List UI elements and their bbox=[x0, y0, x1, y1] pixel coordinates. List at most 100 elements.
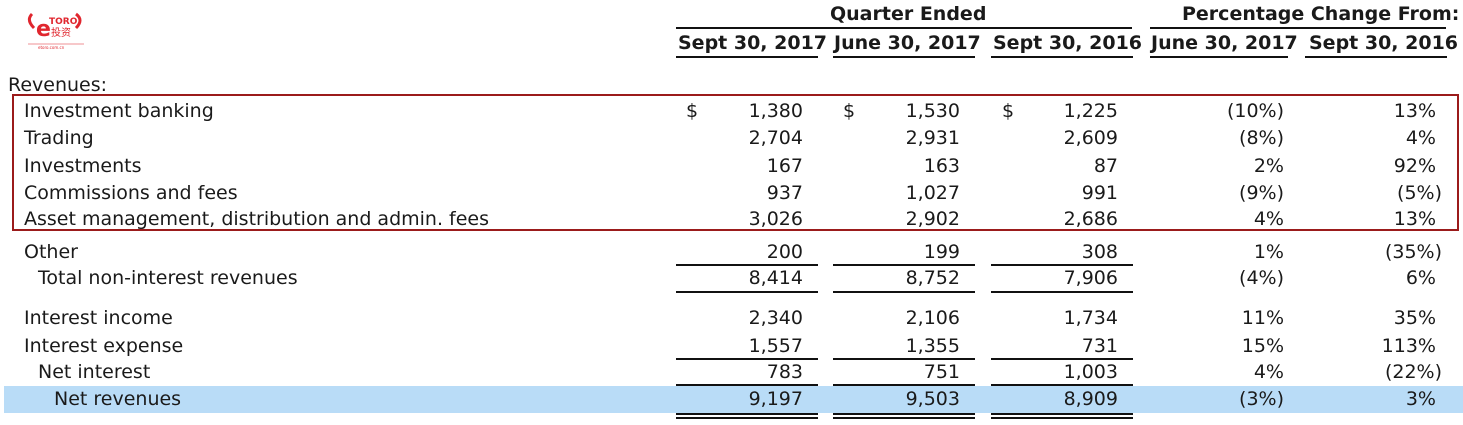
row-label: Interest income bbox=[24, 307, 173, 329]
value-sept-2016: 731 bbox=[1081, 335, 1118, 357]
subtotal-rule bbox=[833, 384, 975, 386]
row-label: Commissions and fees bbox=[24, 182, 238, 204]
row-label: Net interest bbox=[38, 361, 151, 383]
value-sept-2016: 8,909 bbox=[1063, 388, 1118, 410]
etoro-logo-mark: e TORO 投资 etoro.com.cn bbox=[27, 12, 84, 50]
value-sept-2017: 2,704 bbox=[748, 127, 803, 149]
value-sept-2016: 1,225 bbox=[1063, 100, 1118, 122]
subtotal-rule bbox=[991, 264, 1133, 266]
total-double-rule bbox=[833, 417, 975, 419]
header-percentage-change: Percentage Change From: bbox=[1182, 3, 1460, 25]
pct-change-june-2017: 1% bbox=[1253, 241, 1284, 263]
value-june-2017: 199 bbox=[923, 241, 960, 263]
revenue-breakdown-highlight-box bbox=[12, 94, 1459, 231]
value-sept-2017: 1,380 bbox=[748, 100, 803, 122]
dollar-sign: $ bbox=[1002, 100, 1015, 122]
pct-change-sept-2016: 4% bbox=[1405, 127, 1436, 149]
dollar-sign: $ bbox=[843, 100, 856, 122]
value-sept-2017: 2,340 bbox=[748, 307, 803, 329]
pct-change-sept-2016: 13% bbox=[1393, 100, 1436, 122]
value-sept-2016: 87 bbox=[1093, 155, 1118, 177]
etoro-logo: e TORO 投资 etoro.com.cn bbox=[24, 8, 88, 52]
subtotal-rule bbox=[833, 264, 975, 266]
header-quarter-ended: Quarter Ended bbox=[830, 3, 987, 25]
total-double-rule bbox=[991, 417, 1133, 419]
subtotal-rule bbox=[676, 384, 818, 386]
value-sept-2017: 3,026 bbox=[748, 208, 803, 230]
logo-tagline: 投资 bbox=[51, 26, 71, 39]
pct-change-june-2017: 4% bbox=[1253, 361, 1284, 383]
value-sept-2016: 2,686 bbox=[1063, 208, 1118, 230]
value-june-2017: 2,902 bbox=[905, 208, 960, 230]
pct-change-june-2017: (3%) bbox=[1239, 388, 1284, 410]
col-header-pct-june-2017: June 30, 2017 bbox=[1151, 32, 1298, 54]
value-june-2017: 9,503 bbox=[905, 388, 960, 410]
header-rule bbox=[833, 56, 975, 58]
pct-change-june-2017: (9%) bbox=[1239, 182, 1284, 204]
subtotal-rule bbox=[676, 358, 818, 360]
row-label: Net revenues bbox=[54, 388, 182, 410]
col-header-pct-sept-2016: Sept 30, 2016 bbox=[1309, 32, 1459, 54]
pct-change-sept-2016: 92% bbox=[1393, 155, 1436, 177]
pct-change-june-2017: 15% bbox=[1241, 335, 1284, 357]
pct-change-june-2017: 2% bbox=[1253, 155, 1284, 177]
value-sept-2017: 200 bbox=[766, 241, 803, 263]
pct-change-sept-2016: 113% bbox=[1381, 335, 1436, 357]
pct-change-sept-2016: (22%) bbox=[1384, 361, 1442, 383]
value-june-2017: 8,752 bbox=[905, 267, 960, 289]
net-revenues-highlight bbox=[4, 386, 1463, 413]
value-june-2017: 163 bbox=[923, 155, 960, 177]
value-june-2017: 1,530 bbox=[905, 100, 960, 122]
total-double-rule bbox=[676, 417, 818, 419]
header-rule bbox=[1150, 56, 1288, 58]
subtotal-rule bbox=[833, 291, 975, 293]
header-rule bbox=[1305, 56, 1447, 58]
row-label: Trading bbox=[24, 127, 94, 149]
value-june-2017: 2,931 bbox=[905, 127, 960, 149]
total-double-rule bbox=[991, 413, 1133, 415]
value-sept-2017: 8,414 bbox=[748, 267, 803, 289]
dollar-sign: $ bbox=[686, 100, 699, 122]
pct-change-sept-2016: (35%) bbox=[1384, 241, 1442, 263]
header-rule bbox=[676, 56, 818, 58]
pct-change-june-2017: 4% bbox=[1253, 208, 1284, 230]
logo-e-letter: e bbox=[36, 17, 51, 42]
row-label: Investment banking bbox=[24, 100, 214, 122]
subtotal-rule bbox=[676, 291, 818, 293]
pct-change-sept-2016: 35% bbox=[1393, 307, 1436, 329]
pct-change-sept-2016: (5%) bbox=[1397, 182, 1442, 204]
value-sept-2016: 991 bbox=[1081, 182, 1118, 204]
row-label: Investments bbox=[24, 155, 142, 177]
pct-change-june-2017: (8%) bbox=[1239, 127, 1284, 149]
pct-change-sept-2016: 3% bbox=[1405, 388, 1436, 410]
subtotal-rule bbox=[991, 384, 1133, 386]
pct-change-june-2017: 11% bbox=[1241, 307, 1284, 329]
header-rule bbox=[1150, 27, 1446, 29]
pct-change-sept-2016: 6% bbox=[1405, 267, 1436, 289]
header-rule bbox=[991, 56, 1133, 58]
pct-change-june-2017: (4%) bbox=[1239, 267, 1284, 289]
header-rule bbox=[676, 27, 1132, 29]
value-sept-2016: 1,734 bbox=[1063, 307, 1118, 329]
value-sept-2017: 783 bbox=[766, 361, 803, 383]
row-label: Total non-interest revenues bbox=[38, 267, 298, 289]
value-sept-2017: 167 bbox=[766, 155, 803, 177]
subtotal-rule bbox=[833, 358, 975, 360]
row-label: Interest expense bbox=[24, 335, 184, 357]
subtotal-rule bbox=[991, 291, 1133, 293]
value-sept-2016: 1,003 bbox=[1063, 361, 1118, 383]
col-header-june-2017: June 30, 2017 bbox=[834, 32, 981, 54]
row-label: Other bbox=[24, 241, 78, 263]
logo-brand-text: TORO bbox=[49, 17, 78, 27]
value-june-2017: 2,106 bbox=[905, 307, 960, 329]
value-june-2017: 1,027 bbox=[905, 182, 960, 204]
value-sept-2017: 937 bbox=[766, 182, 803, 204]
pct-change-sept-2016: 13% bbox=[1393, 208, 1436, 230]
col-header-sept-2017: Sept 30, 2017 bbox=[678, 32, 828, 54]
value-sept-2016: 7,906 bbox=[1063, 267, 1118, 289]
pct-change-june-2017: (10%) bbox=[1226, 100, 1284, 122]
col-header-sept-2016: Sept 30, 2016 bbox=[993, 32, 1143, 54]
value-sept-2016: 2,609 bbox=[1063, 127, 1118, 149]
subtotal-rule bbox=[991, 358, 1133, 360]
section-title-revenues: Revenues: bbox=[8, 74, 108, 96]
